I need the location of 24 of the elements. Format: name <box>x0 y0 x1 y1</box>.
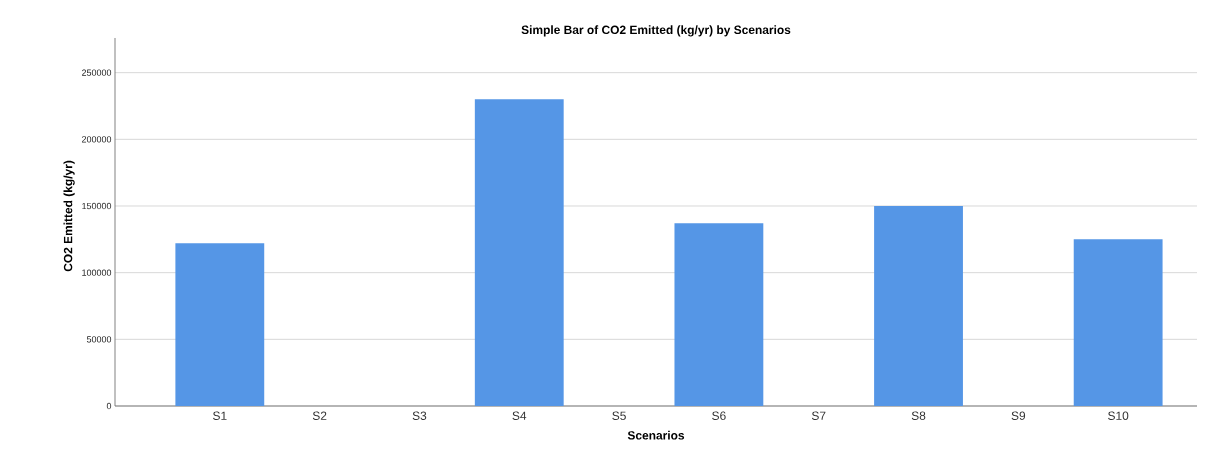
bar <box>1073 239 1163 406</box>
x-tick-label: S1 <box>213 411 227 420</box>
x-tick-label: S9 <box>1011 411 1026 420</box>
y-tick-label: 50000 <box>86 336 112 343</box>
x-tick-label: S8 <box>911 411 926 420</box>
x-tick-label: S4 <box>512 411 527 420</box>
x-axis-title: Scenarios <box>627 430 685 440</box>
bar <box>175 243 265 406</box>
y-tick-label: 250000 <box>82 69 112 76</box>
y-tick-label: 150000 <box>82 202 112 210</box>
x-tick-label: S10 <box>1108 411 1129 420</box>
y-tick-label: 0 <box>106 402 112 410</box>
bar <box>674 223 764 406</box>
y-axis-title: CO2 Emitted (kg/yr) <box>63 160 75 272</box>
chart-title: Simple Bar of CO2 Emitted (kg/yr) by Scenarios <box>521 25 791 37</box>
bar <box>874 206 963 406</box>
bar <box>474 99 564 406</box>
x-tick-label: S6 <box>712 411 726 420</box>
x-tick-label: S2 <box>312 411 327 420</box>
x-tick-label: S5 <box>612 411 626 420</box>
y-tick-label: 200000 <box>82 136 112 143</box>
y-tick-label: 100000 <box>82 269 112 276</box>
x-tick-label: S7 <box>811 411 826 420</box>
x-tick-label: S3 <box>412 411 427 420</box>
